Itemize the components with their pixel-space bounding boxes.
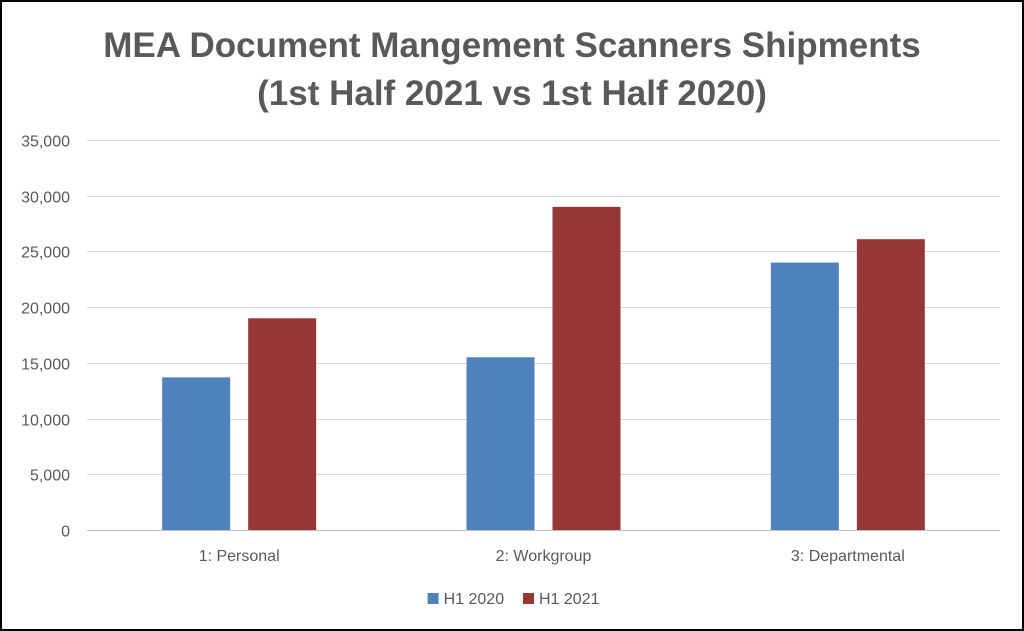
chart-title-line-2: (1st Half 2021 vs 1st Half 2020): [257, 74, 767, 113]
y-tick-label: 0: [61, 524, 70, 541]
y-tick-label: 30,000: [21, 190, 70, 207]
chart-title-line-1: MEA Document Mangement Scanners Shipment…: [103, 26, 921, 65]
x-tick-label: 3: Departmental: [791, 548, 905, 565]
x-tick-label: 2: Workgroup: [496, 548, 592, 565]
bar-h1-2021: [248, 318, 317, 530]
bar-h1-2020: [162, 377, 231, 530]
bar-h1-2021: [552, 206, 621, 530]
legend: H1 2020 H1 2021: [427, 591, 600, 608]
legend-swatch: [523, 593, 534, 604]
x-tick-label: 1: Personal: [199, 548, 280, 565]
y-tick-label: 10,000: [21, 413, 70, 430]
bar-h1-2021: [856, 239, 925, 530]
bar-h1-2020: [770, 262, 839, 530]
gridlines: [87, 140, 1000, 531]
legend-swatch: [427, 593, 439, 604]
y-tick-label: 15,000: [21, 357, 70, 374]
legend-label: H1 2021: [539, 591, 600, 608]
bar-h1-2020: [466, 357, 535, 530]
y-tick-label: 35,000: [21, 134, 70, 151]
bars: [162, 206, 925, 530]
y-tick-label: 5,000: [30, 468, 70, 485]
y-tick-label: 25,000: [21, 245, 70, 262]
chart-title: MEA Document Mangement Scanners Shipment…: [0, 22, 1024, 118]
y-axis-tick-labels: 0 5,000 10,000 15,000 20,000 25,000 30,000 35,0…: [21, 134, 70, 541]
x-axis-tick-labels: 1: Personal 2: Workgroup 3: Departmental: [199, 548, 905, 565]
y-tick-label: 20,000: [21, 301, 70, 318]
legend-label: H1 2020: [444, 591, 505, 608]
